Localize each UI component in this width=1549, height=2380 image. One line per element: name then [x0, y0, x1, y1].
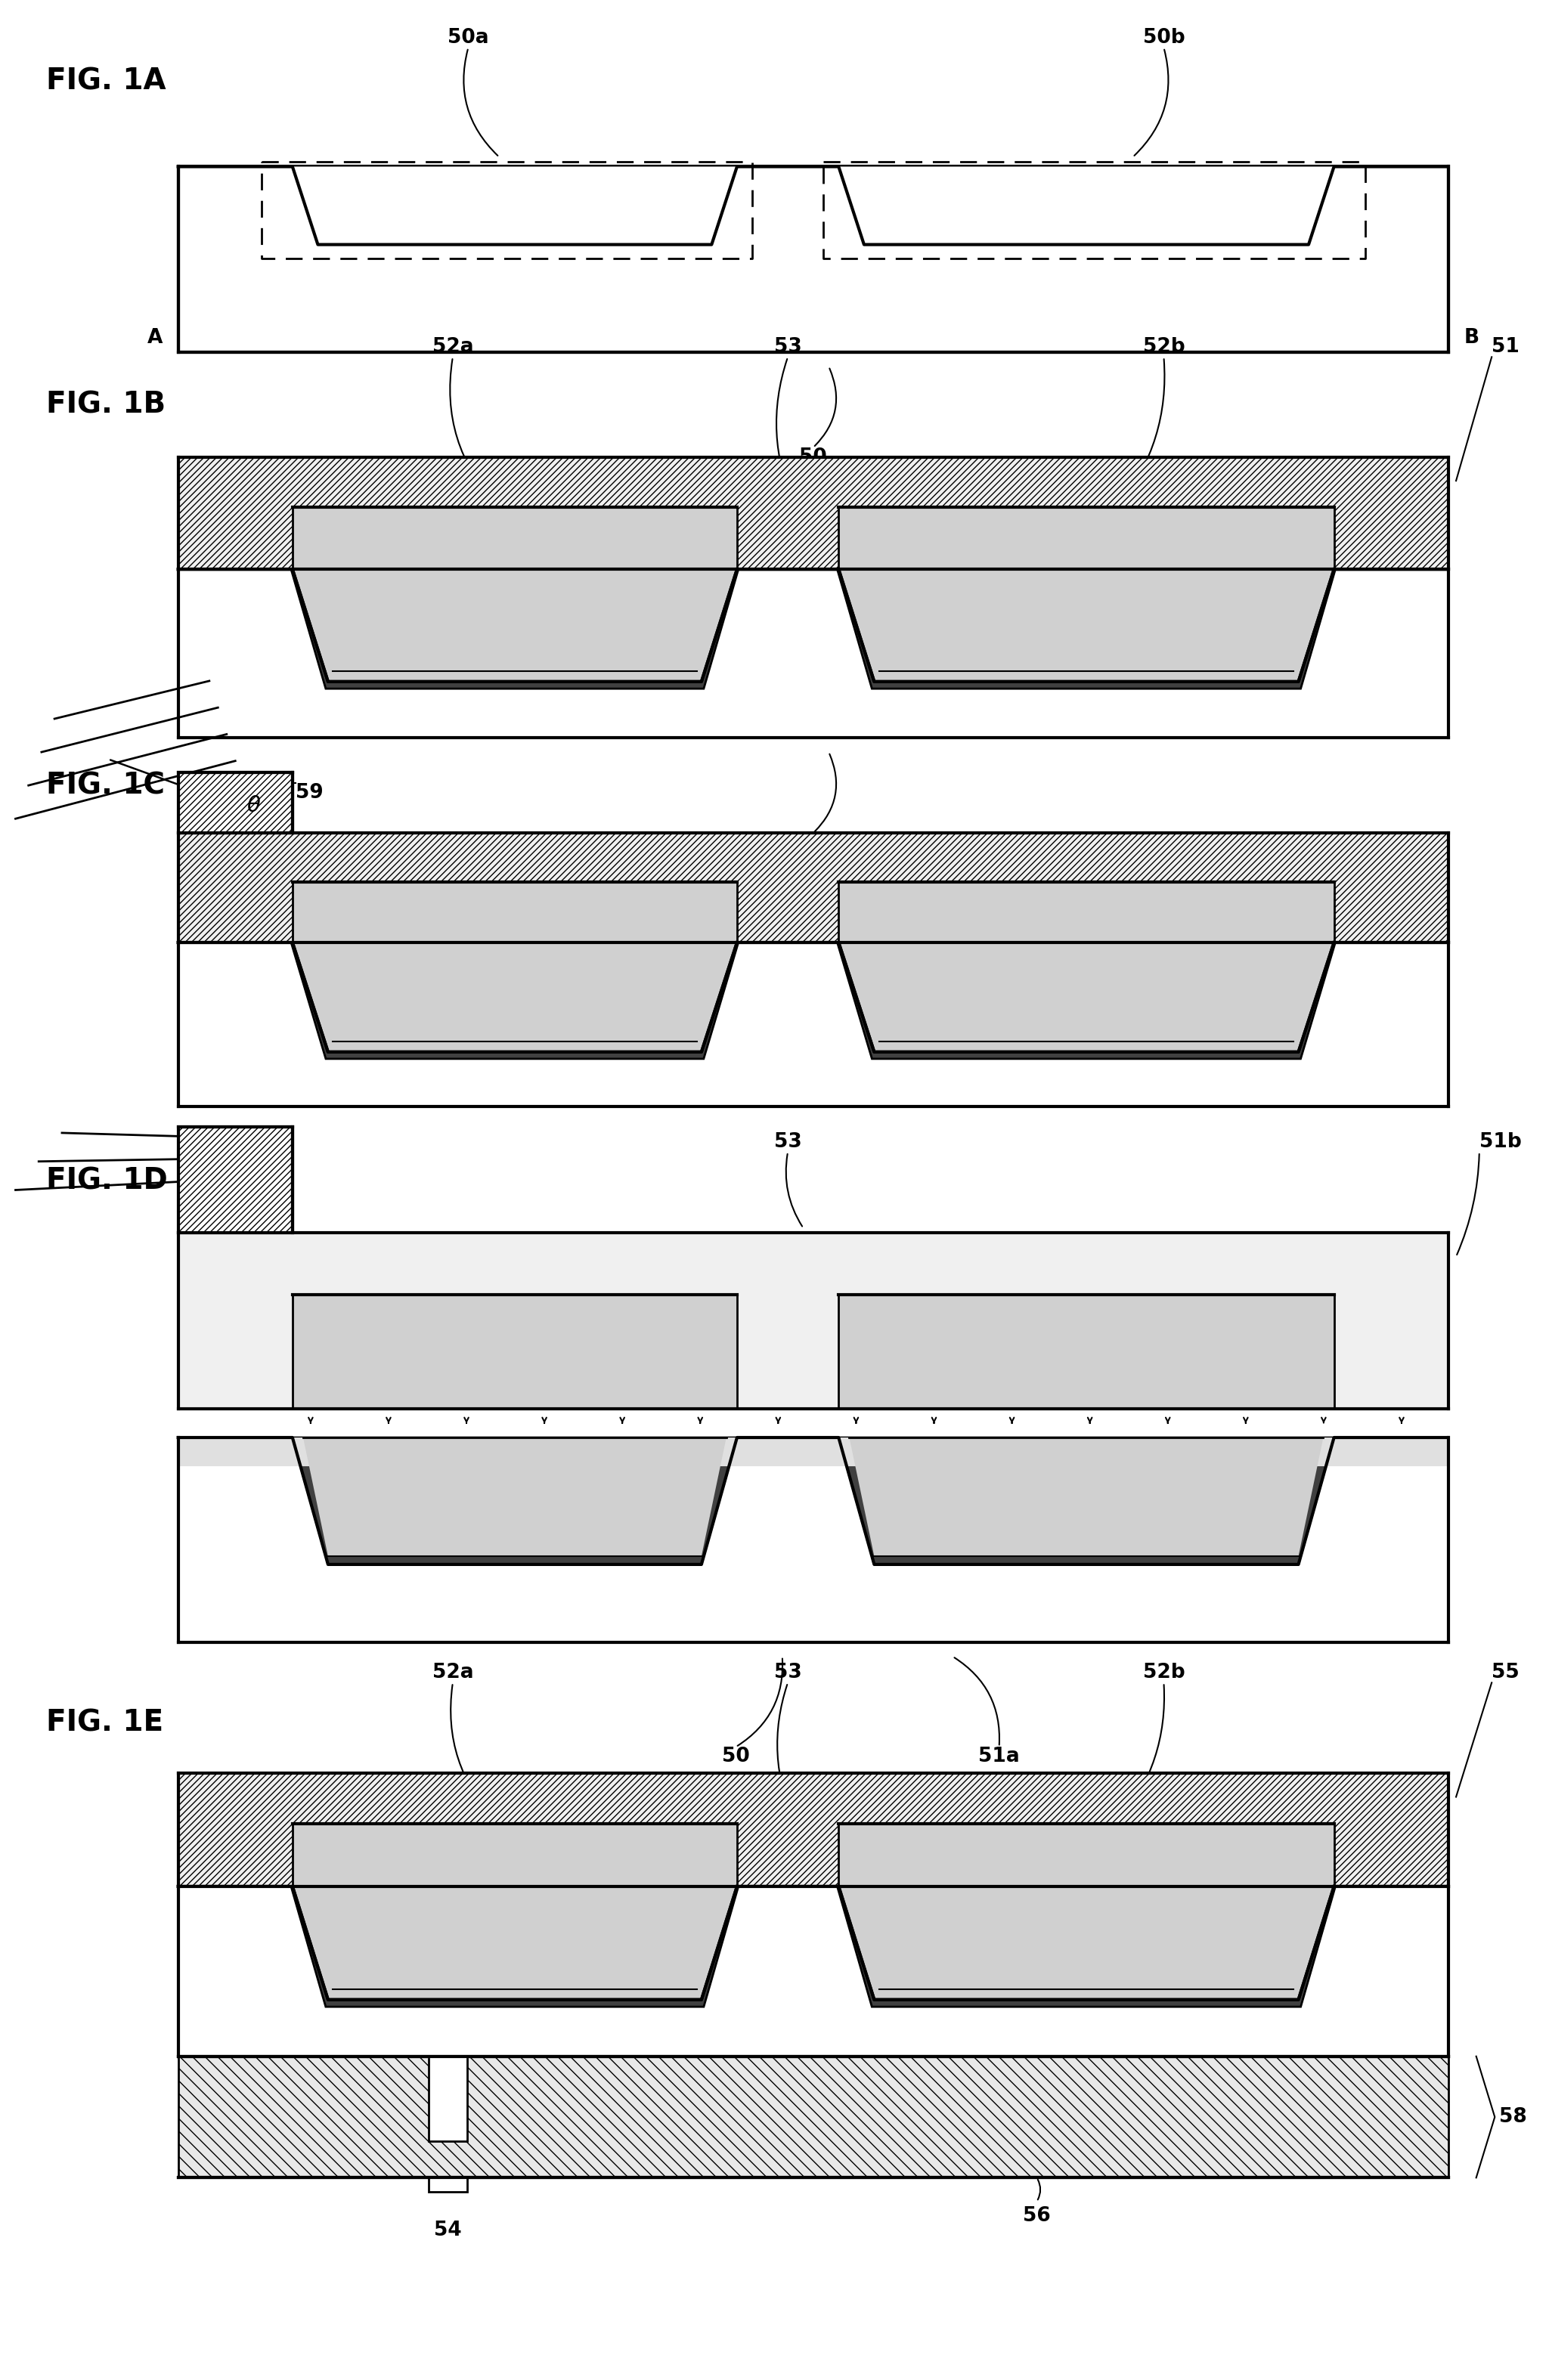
- Polygon shape: [293, 1438, 737, 1564]
- Bar: [178, 1128, 293, 1233]
- Text: 53: 53: [774, 1133, 802, 1152]
- Text: 50a: 50a: [448, 29, 489, 48]
- Polygon shape: [304, 1438, 726, 1557]
- Text: FIG. 1C: FIG. 1C: [46, 771, 166, 800]
- Bar: [429, 2056, 468, 2142]
- Bar: [178, 2056, 1448, 2178]
- Polygon shape: [291, 1887, 739, 2006]
- Bar: [178, 833, 1448, 942]
- Text: 52b: 52b: [1143, 1664, 1185, 1683]
- Bar: [178, 1438, 1448, 1466]
- Bar: [178, 167, 1448, 352]
- Polygon shape: [838, 507, 1334, 569]
- Bar: [178, 457, 1448, 569]
- Bar: [178, 833, 1448, 1107]
- Text: A: A: [147, 328, 163, 347]
- Polygon shape: [293, 1887, 737, 1999]
- Text: 58: 58: [1499, 2106, 1527, 2128]
- Bar: [178, 457, 1448, 569]
- Polygon shape: [838, 569, 1335, 688]
- Text: 53: 53: [774, 1664, 802, 1683]
- Polygon shape: [838, 1887, 1334, 1999]
- Polygon shape: [293, 883, 737, 942]
- Text: 50: 50: [799, 833, 827, 852]
- Text: 59: 59: [296, 783, 324, 802]
- Text: 52a: 52a: [432, 1664, 474, 1683]
- Text: FIG. 1A: FIG. 1A: [46, 67, 166, 95]
- Polygon shape: [291, 942, 739, 1059]
- Bar: [293, 1295, 737, 1409]
- Text: B: B: [1464, 328, 1479, 347]
- Polygon shape: [293, 569, 737, 681]
- Polygon shape: [849, 1438, 1323, 1557]
- Polygon shape: [293, 942, 737, 1052]
- Text: FIG. 1E: FIG. 1E: [46, 1709, 164, 1737]
- Polygon shape: [838, 1887, 1335, 2006]
- Bar: [178, 1438, 1448, 1642]
- Text: 54: 54: [434, 2221, 462, 2240]
- Bar: [429, 2178, 468, 2192]
- Text: 51: 51: [1492, 338, 1520, 357]
- Text: 52a: 52a: [432, 338, 474, 357]
- Polygon shape: [838, 1438, 1334, 1564]
- Text: 51a: 51a: [979, 1747, 1019, 1766]
- Polygon shape: [838, 167, 1334, 245]
- Polygon shape: [838, 883, 1334, 942]
- Text: 52b: 52b: [1143, 338, 1185, 357]
- Text: FIG. 1D: FIG. 1D: [46, 1166, 167, 1195]
- Text: 51b: 51b: [1479, 1133, 1521, 1152]
- Polygon shape: [293, 167, 737, 245]
- Polygon shape: [838, 942, 1335, 1059]
- Bar: [178, 774, 293, 833]
- Text: FIG. 1B: FIG. 1B: [46, 390, 166, 419]
- Text: $\theta$: $\theta$: [246, 795, 262, 816]
- Bar: [178, 1233, 1448, 1409]
- Text: 55: 55: [1492, 1664, 1520, 1683]
- Polygon shape: [293, 507, 737, 569]
- Text: 50: 50: [722, 1747, 750, 1766]
- Polygon shape: [291, 569, 739, 688]
- Polygon shape: [293, 1823, 737, 1887]
- Text: 53: 53: [774, 338, 802, 357]
- Bar: [838, 1295, 1334, 1409]
- Bar: [178, 457, 1448, 738]
- Text: 50: 50: [799, 447, 827, 466]
- Polygon shape: [838, 1823, 1334, 1887]
- Bar: [178, 1773, 1448, 1887]
- Polygon shape: [838, 569, 1334, 681]
- Bar: [178, 1773, 1448, 1887]
- Text: 56: 56: [1022, 2206, 1050, 2225]
- Polygon shape: [838, 942, 1334, 1052]
- Text: 50b: 50b: [1143, 29, 1185, 48]
- Bar: [178, 1773, 1448, 2056]
- Bar: [178, 833, 1448, 942]
